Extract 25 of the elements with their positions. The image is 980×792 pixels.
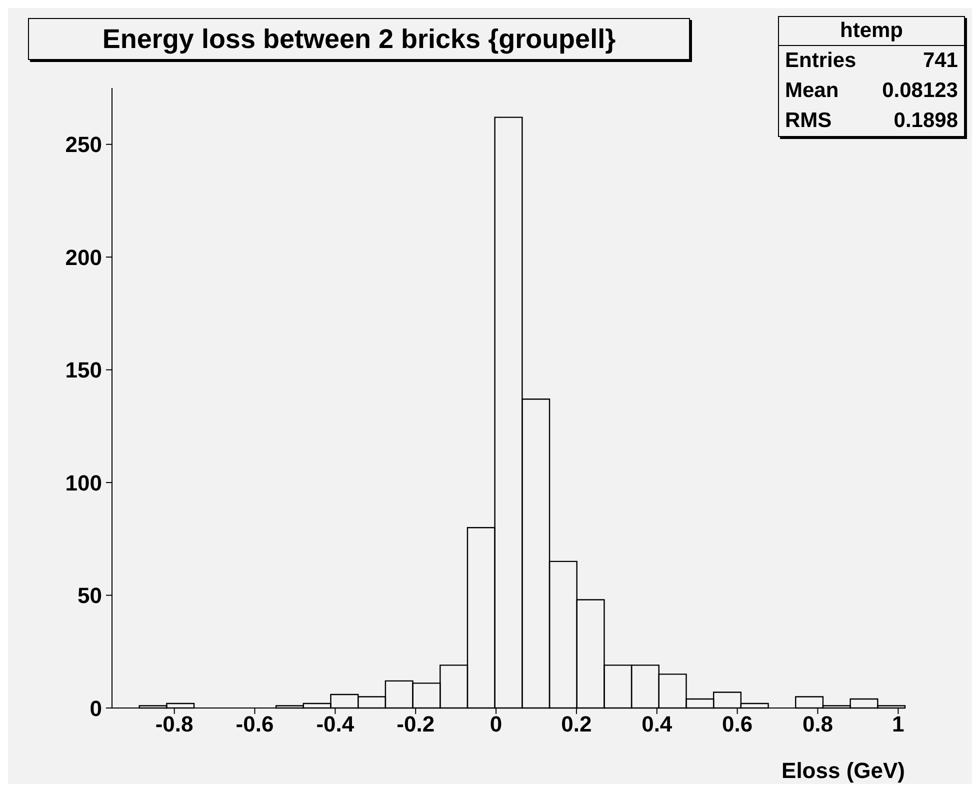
y-tick-label: 0: [90, 696, 102, 721]
y-tick-label: 50: [78, 583, 102, 608]
chart-title: Energy loss between 2 bricks {groupell}: [102, 24, 616, 54]
x-tick-label: 0.8: [802, 712, 834, 737]
y-tick-label: 100: [65, 470, 102, 496]
y-tick-label: 150: [65, 358, 102, 383]
x-tick-label: 0.4: [642, 712, 673, 737]
x-tick-label: -0.2: [396, 712, 435, 737]
annotation: 0.08123: [882, 78, 958, 104]
text: 741: [922, 48, 958, 74]
x-tick-label: 1: [892, 712, 904, 737]
text: htemp: [779, 17, 964, 46]
annotation: 0.1898: [894, 108, 958, 134]
x-tick-label: 0.2: [561, 712, 592, 737]
text: Entries: [785, 48, 856, 74]
x-tick-label: -0.8: [155, 712, 194, 737]
x-tick-label: 0.6: [722, 712, 753, 737]
y-tick-label: 200: [65, 244, 102, 270]
y-tick-label: 250: [65, 132, 102, 158]
x-tick-label: -0.6: [236, 712, 274, 737]
annotation: Mean: [785, 78, 839, 104]
x-axis-title: Eloss (GeV): [782, 758, 905, 783]
x-tick-label: 0: [490, 712, 502, 737]
x-tick-label: -0.4: [316, 712, 355, 737]
annotation: RMS: [785, 108, 832, 134]
